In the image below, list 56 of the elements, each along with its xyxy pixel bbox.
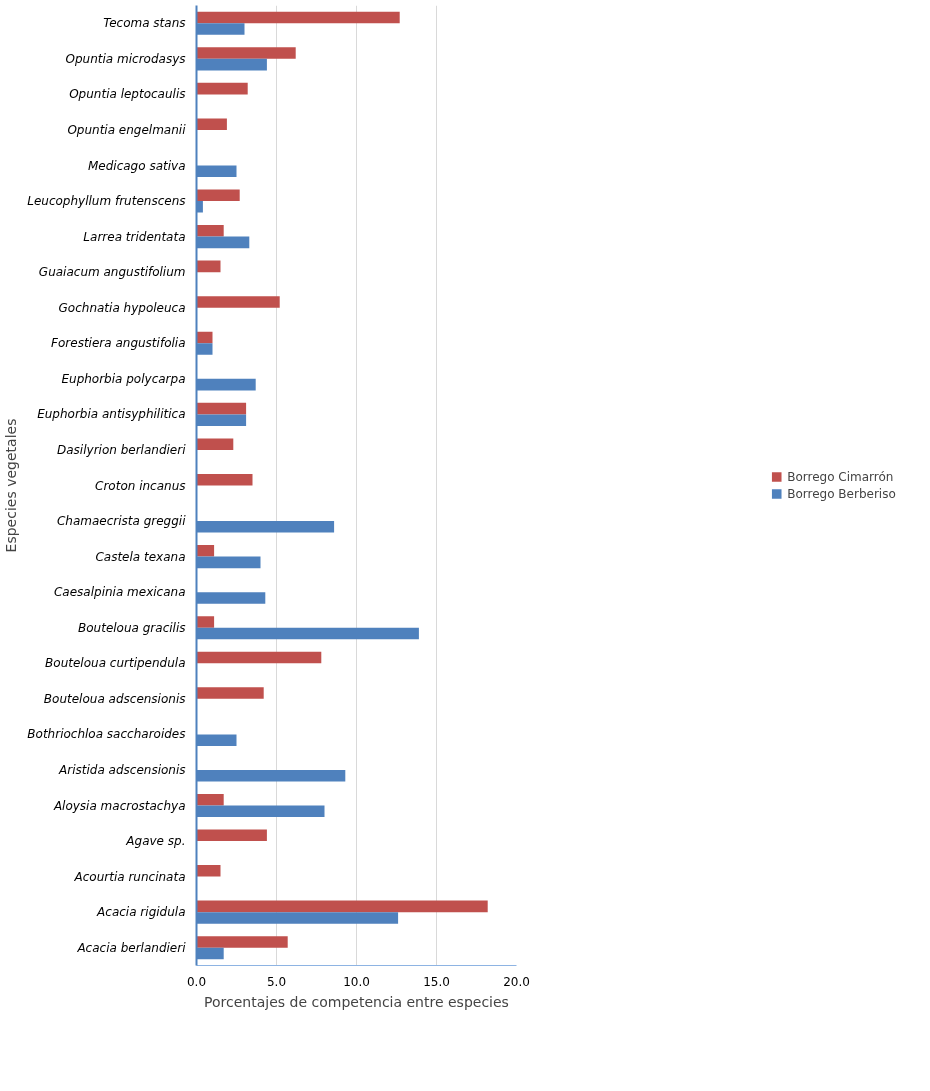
y-tick-label: Bouteloua gracilis [78,620,186,635]
legend-label: Borrego Cimarrón [787,469,894,484]
x-tick-label: 15.0 [423,974,450,989]
bar [196,402,247,415]
x-axis-title: Porcentajes de competencia entre especies [204,993,509,1010]
y-tick-label: Euphorbia polycarpa [61,371,186,386]
bar [196,260,221,273]
y-tick-label: Opuntia engelmanii [67,122,187,137]
y-tick-label: Forestiera angustifolia [51,336,186,351]
y-tick-label: Acacia berlandieri [76,940,187,955]
y-tick-label: Leucophyllum frutenscens [27,194,186,209]
y-tick-label: Chamaecrista greggii [56,514,187,529]
y-tick-label: Euphorbia antisyphilitica [37,407,186,422]
legend-label: Borrego Berberiso [787,486,896,501]
y-tick-label: Guaiacum angustifolium [38,265,186,280]
y-tick-label: Acacia rigidula [96,905,186,920]
bar [196,82,248,95]
bar [196,687,264,699]
y-tick-label: Caesalpinia mexicana [53,585,186,600]
y-tick-label: Tecoma stans [103,16,186,31]
bar [196,118,227,130]
y-tick-label: Medicago sativa [87,158,186,173]
y-tick-label: Castela texana [95,549,186,564]
y-tick-label: Opuntia microdasys [65,51,186,66]
bar [196,829,267,842]
y-tick-label: Bouteloua curtipendula [45,656,186,671]
bar [196,793,224,806]
y-tick-label: Aloysia macrostachya [52,798,186,813]
y-tick-label: Bouteloua adscensionis [43,691,186,706]
bar [196,616,215,628]
bar [196,936,288,948]
x-tick-label: 20.0 [503,974,530,989]
bar [196,11,400,24]
bar [196,438,234,450]
bar [196,47,296,59]
y-tick-label: Dasilyrion berlandieri [57,442,187,457]
y-axis-title: Especies vegetales [3,418,20,553]
bar [196,545,215,557]
bar [196,225,224,237]
y-tick-label: Agave sp. [125,834,186,849]
bar [196,865,221,877]
y-tick-label: Acourtia runcinata [73,869,186,884]
y-tick-label: Larrea tridentata [83,229,186,244]
bar [196,900,488,913]
x-tick-label: 5.0 [266,974,287,989]
bar [196,189,240,202]
y-tick-label: Aristida adscensionis [58,762,186,777]
y-tick-label: Croton incanus [95,478,186,493]
x-tick-label: 0.0 [186,974,207,989]
bar [196,296,280,308]
y-tick-label: Opuntia leptocaulis [69,87,186,102]
x-tick-label: 10.0 [343,974,370,989]
bar [196,473,253,486]
y-tick-label: Gochnatia hypoleuca [58,300,186,315]
y-tick-label: Bothriochloa saccharoides [27,727,186,742]
bar [196,651,322,664]
